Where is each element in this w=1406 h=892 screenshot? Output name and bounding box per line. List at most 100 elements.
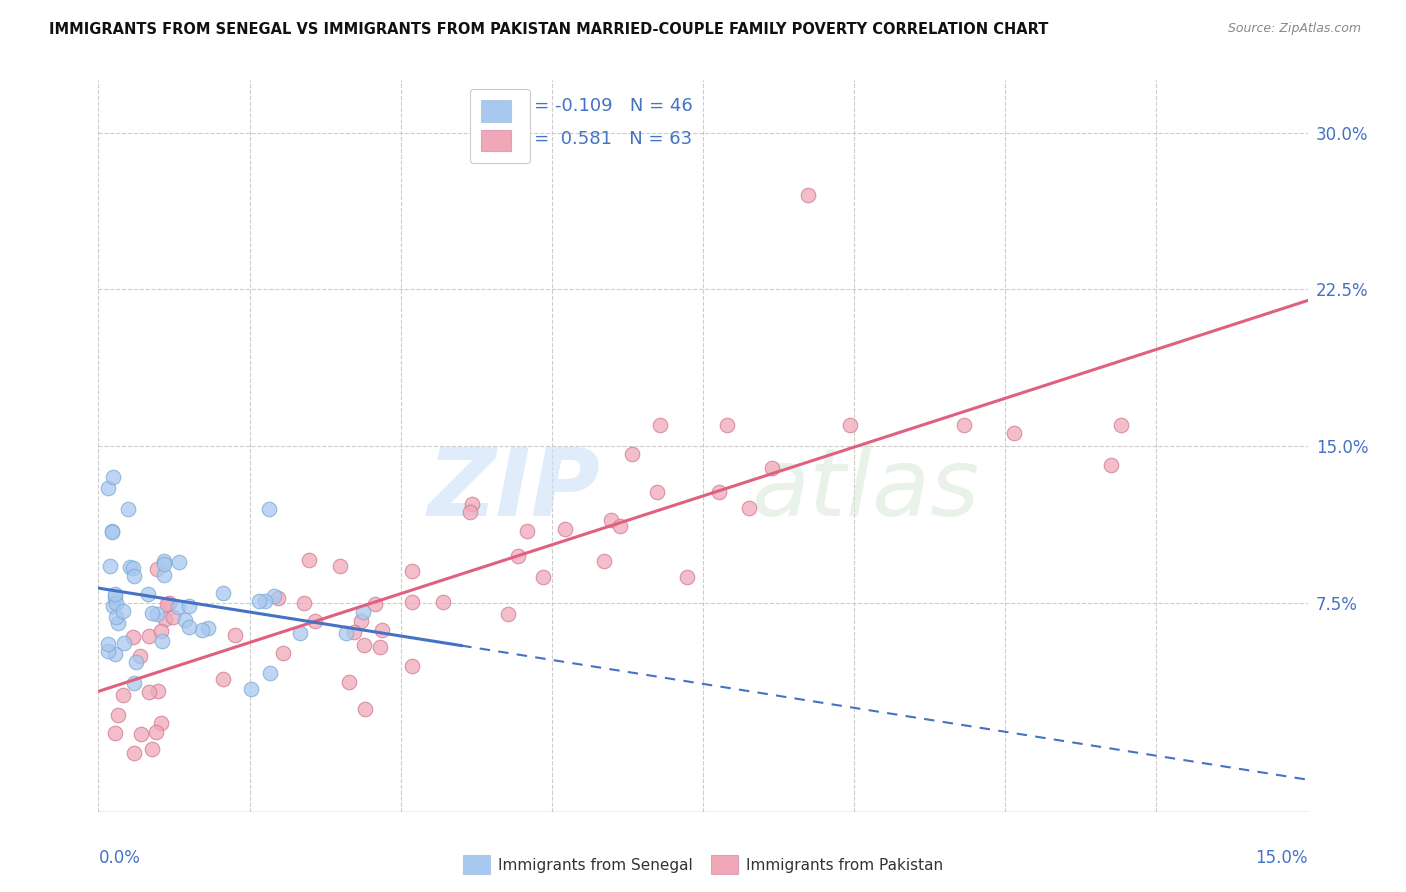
- Point: [191, 623, 214, 637]
- Point: [212, 586, 235, 600]
- Point: [335, 625, 357, 640]
- Point: [129, 648, 152, 663]
- Point: [141, 742, 163, 756]
- Point: [952, 418, 974, 433]
- Point: [167, 556, 190, 570]
- Point: [1099, 458, 1122, 472]
- Point: [249, 594, 271, 608]
- Point: [1111, 418, 1133, 433]
- Point: [104, 726, 127, 740]
- Point: [337, 675, 360, 690]
- Point: [177, 599, 200, 613]
- Point: [761, 461, 783, 475]
- Point: [516, 524, 538, 538]
- Point: [645, 484, 668, 499]
- Point: [97, 644, 120, 658]
- Point: [103, 591, 125, 605]
- Point: [371, 624, 394, 638]
- Point: [122, 568, 145, 582]
- Point: [152, 568, 174, 582]
- Point: [531, 570, 554, 584]
- Point: [103, 469, 125, 483]
- Point: [156, 597, 179, 611]
- Point: [122, 630, 145, 644]
- Point: [117, 502, 139, 516]
- Point: [150, 634, 173, 648]
- Text: 0.0%: 0.0%: [98, 849, 141, 867]
- Point: [600, 513, 623, 527]
- Point: [329, 559, 352, 574]
- Point: [707, 485, 730, 500]
- Point: [101, 599, 124, 613]
- Point: [118, 559, 141, 574]
- Text: atlas: atlas: [751, 444, 980, 535]
- Point: [554, 522, 576, 536]
- Point: [104, 587, 127, 601]
- Point: [125, 656, 148, 670]
- Text: 15.0%: 15.0%: [1256, 849, 1308, 867]
- Point: [342, 624, 364, 639]
- Point: [240, 681, 263, 696]
- Point: [458, 505, 481, 519]
- Point: [401, 595, 423, 609]
- Point: [593, 553, 616, 567]
- Point: [197, 621, 219, 635]
- Point: [104, 647, 127, 661]
- Point: [107, 616, 129, 631]
- Point: [136, 586, 159, 600]
- Point: [122, 746, 145, 760]
- Point: [112, 636, 135, 650]
- Point: [173, 613, 195, 627]
- Point: [141, 606, 163, 620]
- Point: [157, 596, 180, 610]
- Point: [648, 418, 671, 433]
- Point: [97, 481, 120, 495]
- Point: [838, 418, 860, 433]
- Point: [797, 188, 820, 202]
- Point: [98, 559, 121, 574]
- Point: [461, 497, 484, 511]
- Point: [271, 646, 294, 660]
- Point: [267, 591, 290, 606]
- Point: [432, 595, 454, 609]
- Point: [97, 637, 120, 651]
- Point: [112, 604, 135, 618]
- Point: [153, 554, 176, 568]
- Point: [257, 501, 280, 516]
- Legend: Immigrants from Senegal, Immigrants from Pakistan: Immigrants from Senegal, Immigrants from…: [457, 849, 949, 880]
- Point: [212, 673, 235, 687]
- Text: R =  0.581   N = 63: R = 0.581 N = 63: [516, 130, 692, 148]
- Point: [288, 626, 311, 640]
- Point: [107, 707, 129, 722]
- Point: [401, 659, 423, 673]
- Point: [166, 600, 188, 615]
- Point: [153, 557, 176, 571]
- Point: [138, 684, 160, 698]
- Point: [352, 606, 374, 620]
- Point: [368, 640, 391, 654]
- Point: [121, 560, 143, 574]
- Point: [253, 594, 276, 608]
- Text: IMMIGRANTS FROM SENEGAL VS IMMIGRANTS FROM PAKISTAN MARRIED-COUPLE FAMILY POVERT: IMMIGRANTS FROM SENEGAL VS IMMIGRANTS FR…: [49, 22, 1049, 37]
- Point: [620, 447, 643, 461]
- Point: [506, 549, 529, 563]
- Point: [155, 612, 177, 626]
- Point: [101, 524, 124, 538]
- Text: R = -0.109   N = 46: R = -0.109 N = 46: [516, 97, 692, 115]
- Point: [162, 610, 184, 624]
- Point: [177, 620, 200, 634]
- Point: [738, 500, 761, 515]
- Point: [676, 570, 699, 584]
- Text: ZIP: ZIP: [427, 444, 600, 536]
- Point: [150, 716, 173, 731]
- Point: [149, 624, 172, 639]
- Point: [146, 562, 169, 576]
- Legend: , : ,: [470, 88, 530, 163]
- Point: [496, 607, 519, 622]
- Point: [364, 597, 387, 611]
- Point: [148, 683, 170, 698]
- Point: [112, 688, 135, 702]
- Point: [146, 607, 169, 621]
- Point: [304, 614, 326, 628]
- Point: [138, 629, 160, 643]
